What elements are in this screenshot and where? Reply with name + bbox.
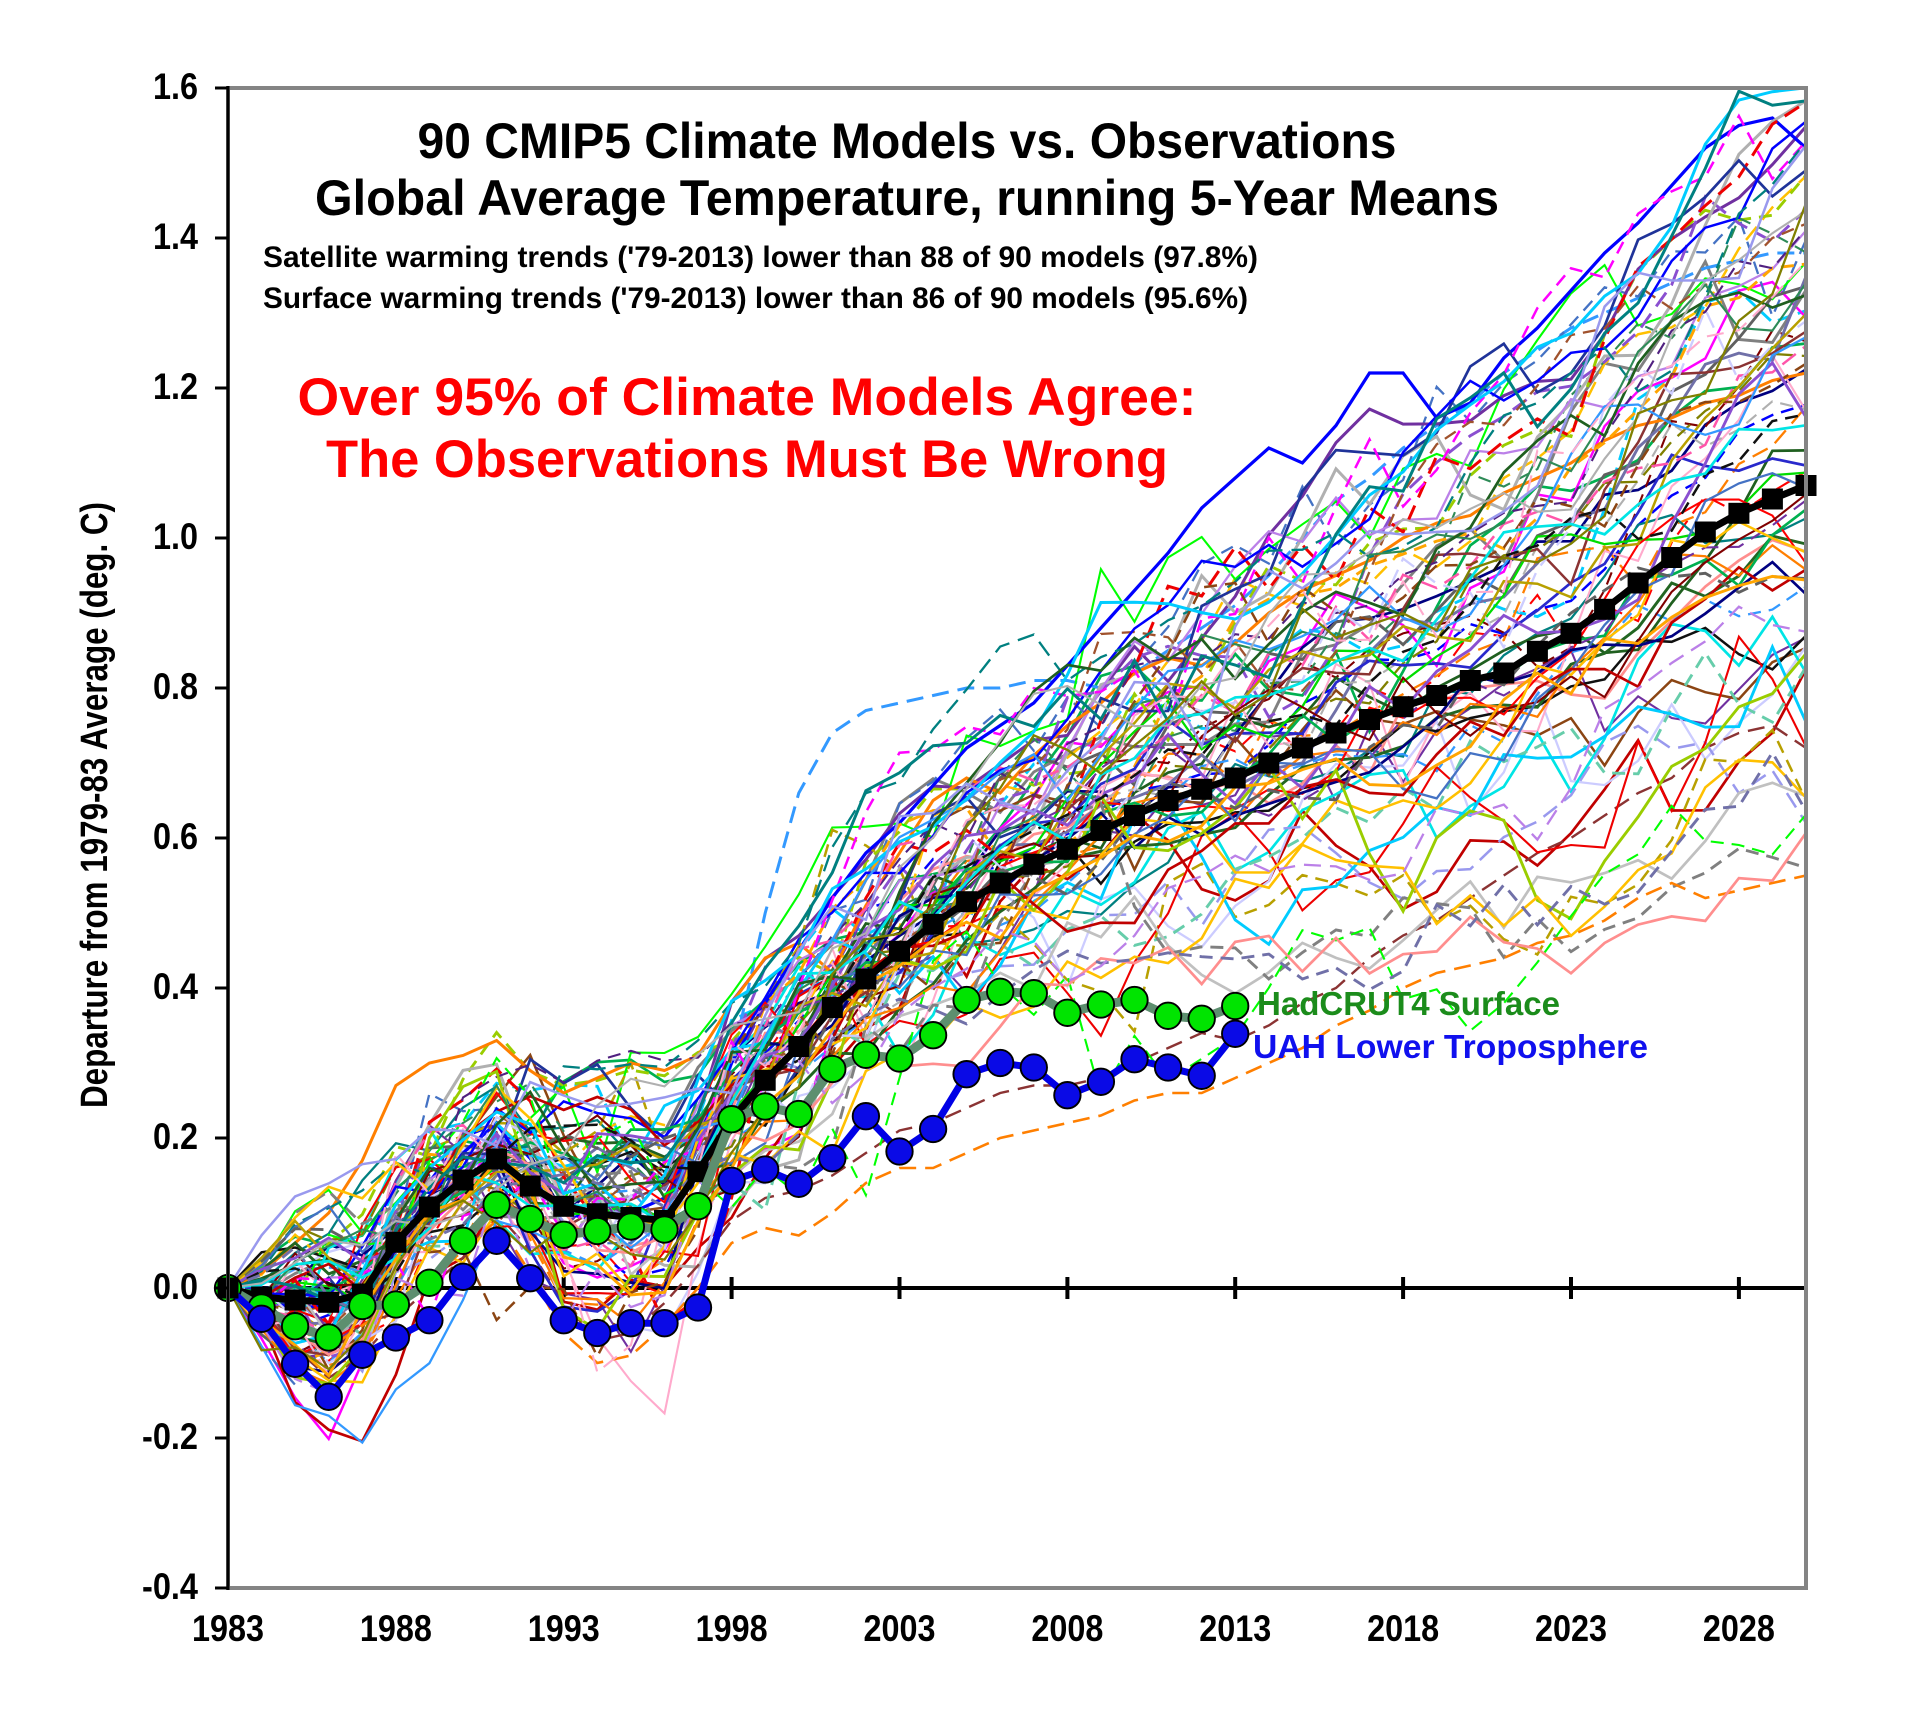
svg-text:Satellite warming trends ('79-: Satellite warming trends ('79-2013) lowe… bbox=[263, 241, 1258, 274]
svg-text:UAH Lower Troposphere: UAH Lower Troposphere bbox=[1253, 1028, 1648, 1065]
svg-text:2023: 2023 bbox=[1535, 1608, 1607, 1649]
svg-text:The Observations Must Be Wrong: The Observations Must Be Wrong bbox=[326, 430, 1168, 489]
svg-text:0.0: 0.0 bbox=[153, 1266, 198, 1307]
svg-text:90 CMIP5 Climate Models vs. Ob: 90 CMIP5 Climate Models vs. Observations bbox=[418, 113, 1397, 169]
svg-text:Over 95% of Climate Models Agr: Over 95% of Climate Models Agree: bbox=[298, 368, 1197, 427]
svg-text:1993: 1993 bbox=[528, 1608, 600, 1649]
svg-text:1.2: 1.2 bbox=[153, 366, 198, 407]
svg-text:Global Average Temperature, ru: Global Average Temperature, running 5-Ye… bbox=[315, 170, 1499, 226]
svg-text:1.4: 1.4 bbox=[153, 216, 198, 257]
svg-text:-0.2: -0.2 bbox=[142, 1416, 198, 1457]
svg-text:2018: 2018 bbox=[1367, 1608, 1439, 1649]
svg-text:1988: 1988 bbox=[360, 1608, 432, 1649]
svg-text:0.4: 0.4 bbox=[153, 966, 198, 1007]
svg-text:-0.4: -0.4 bbox=[142, 1566, 198, 1607]
svg-text:1.0: 1.0 bbox=[153, 516, 198, 557]
svg-text:0.8: 0.8 bbox=[153, 666, 198, 707]
svg-text:0.6: 0.6 bbox=[153, 816, 198, 857]
svg-text:Surface warming trends ('79-20: Surface warming trends ('79-2013) lower … bbox=[263, 282, 1248, 315]
svg-text:HadCRUT4 Surface: HadCRUT4 Surface bbox=[1257, 985, 1560, 1022]
svg-text:1998: 1998 bbox=[696, 1608, 768, 1649]
svg-text:2013: 2013 bbox=[1199, 1608, 1271, 1649]
svg-text:0.2: 0.2 bbox=[153, 1116, 198, 1157]
svg-text:2008: 2008 bbox=[1031, 1608, 1103, 1649]
svg-text:1983: 1983 bbox=[192, 1608, 264, 1649]
svg-text:2028: 2028 bbox=[1703, 1608, 1775, 1649]
svg-text:Departure from 1979-83 Average: Departure from 1979-83 Average (deg. C) bbox=[74, 502, 116, 1108]
svg-text:1.6: 1.6 bbox=[153, 66, 198, 107]
svg-text:2003: 2003 bbox=[864, 1608, 936, 1649]
